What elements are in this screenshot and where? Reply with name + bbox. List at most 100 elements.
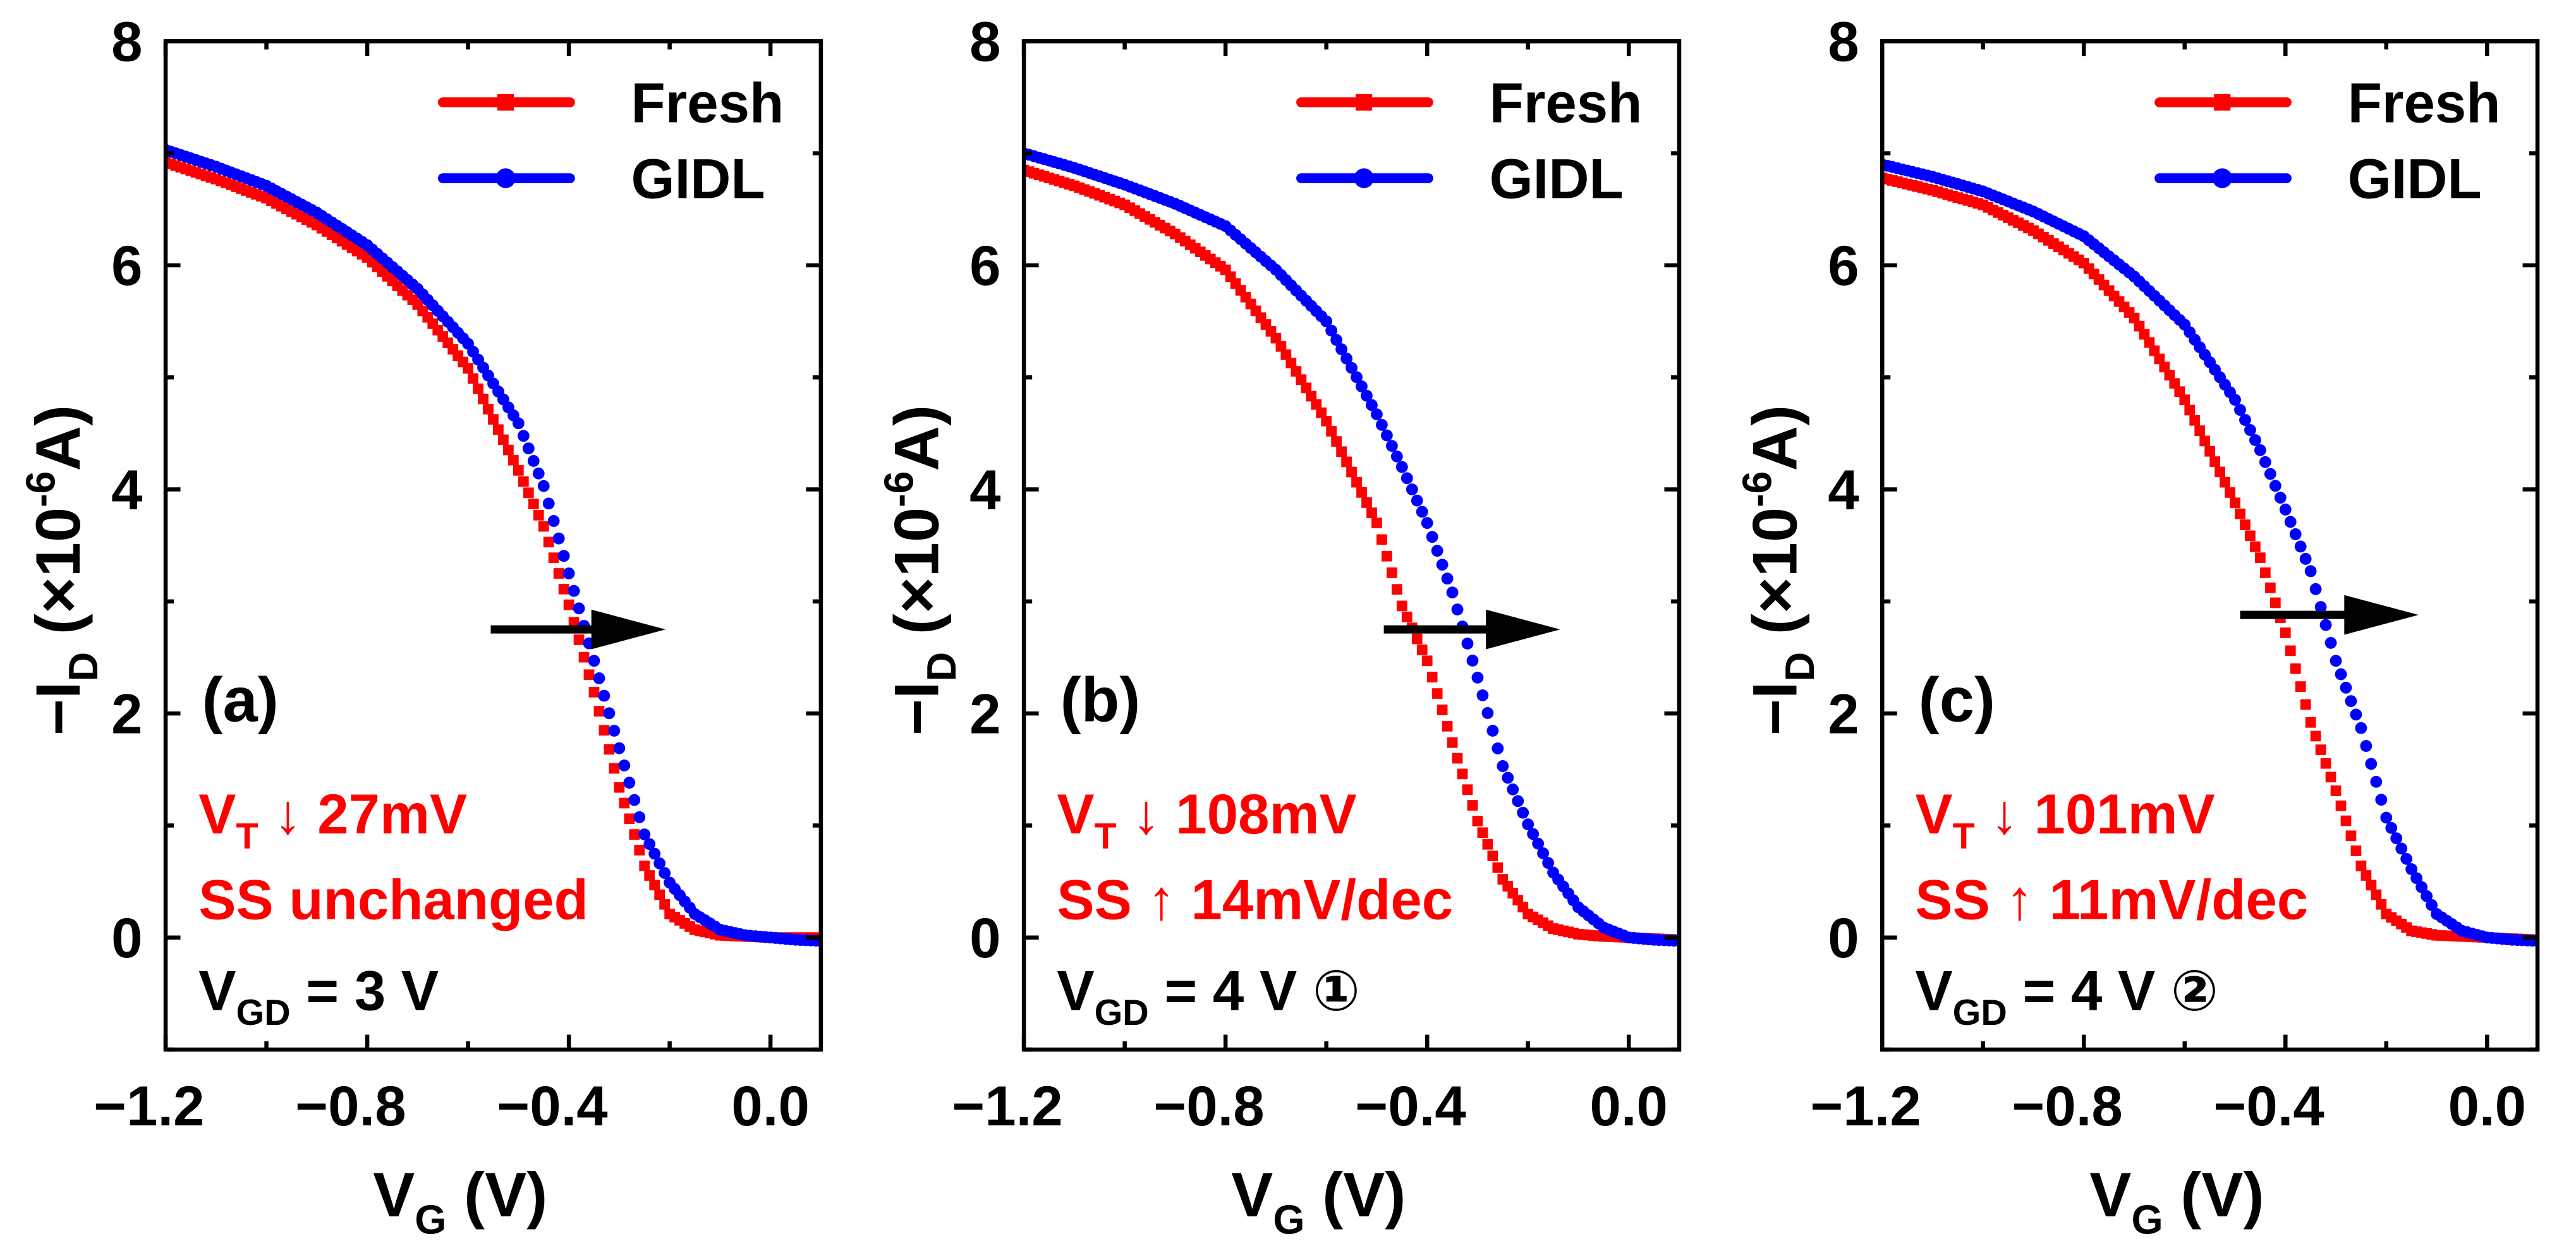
data-point-square <box>1341 456 1352 468</box>
data-point-square <box>1351 476 1362 488</box>
x-tick-label: −1.2 <box>94 1075 204 1137</box>
data-point-circle <box>2426 899 2438 911</box>
data-point-square <box>2235 508 2245 519</box>
data-point-circle <box>1351 371 1363 384</box>
data-point-circle <box>2324 637 2337 649</box>
data-point-square <box>463 363 473 374</box>
data-point-circle <box>1380 429 1393 442</box>
data-point-circle <box>1517 806 1529 819</box>
data-point-square <box>2376 899 2387 910</box>
data-point-circle <box>2370 775 2383 788</box>
data-point-circle <box>2395 842 2408 855</box>
data-point-square <box>644 870 655 881</box>
data-point-square <box>1275 341 1287 352</box>
legend-circle-marker <box>2212 168 2232 188</box>
data-point-square <box>2129 312 2140 324</box>
data-point-circle <box>598 689 611 702</box>
y-tick-label: 6 <box>111 234 142 297</box>
data-point-square <box>2310 730 2321 742</box>
vt-shift-annotation: VT ↓ 108mV <box>1057 783 1356 857</box>
label-part: A) <box>23 405 94 471</box>
vt-value: ↓ 27mV <box>258 783 468 845</box>
data-point-circle <box>623 777 636 789</box>
data-point-circle <box>573 602 585 615</box>
data-point-square <box>518 476 529 487</box>
data-point-circle <box>1390 450 1403 463</box>
label-part: −I <box>23 681 94 736</box>
data-point-square <box>604 744 615 755</box>
x-tick-label: −0.8 <box>1153 1075 1264 1137</box>
data-point-square <box>583 669 595 681</box>
x-axis-title: VG (V) <box>373 1160 547 1241</box>
data-point-square <box>2204 445 2215 457</box>
data-point-circle <box>593 672 605 684</box>
data-point-circle <box>2415 881 2428 893</box>
legend-circle-marker <box>1354 168 1374 188</box>
data-point-square <box>1462 784 1473 796</box>
label-part: G <box>2131 1197 2163 1241</box>
data-point-square <box>1306 390 1317 402</box>
data-point-square <box>1296 374 1307 385</box>
data-point-square <box>2345 830 2357 842</box>
data-point-circle <box>552 532 565 545</box>
vgd-symbol: V <box>1915 959 1952 1022</box>
data-point-square <box>2340 815 2352 826</box>
x-tick-label: 0.0 <box>1590 1075 1668 1137</box>
data-point-circle <box>2385 821 2398 834</box>
series-fresh <box>1882 173 2538 945</box>
y-tick-label: 6 <box>969 234 1000 297</box>
data-point-square <box>2220 476 2230 488</box>
data-point-circle <box>2360 740 2372 752</box>
data-point-square <box>614 782 625 793</box>
y-tick-label: 4 <box>111 459 142 521</box>
y-tick-label: 0 <box>969 907 1000 969</box>
data-point-square <box>1437 705 1448 715</box>
data-point-circle <box>608 725 621 737</box>
y-tick-label: 2 <box>969 682 1000 745</box>
data-point-square <box>2144 337 2155 348</box>
data-point-circle <box>1532 837 1545 850</box>
data-point-square <box>1447 737 1458 748</box>
vt-symbol: V <box>1057 783 1094 845</box>
plot-frame <box>1021 39 1682 1052</box>
data-point-circle <box>1335 343 1348 356</box>
x-tick-label: 0.0 <box>731 1075 809 1137</box>
data-point-square <box>2169 378 2180 389</box>
data-point-square <box>1452 753 1463 764</box>
data-point-circle <box>1436 559 1449 571</box>
data-point-circle <box>522 442 535 455</box>
label-part: A) <box>1740 405 1810 471</box>
data-point-circle <box>1522 818 1534 831</box>
data-point-circle <box>1471 671 1484 684</box>
data-point-circle <box>2284 516 2297 528</box>
data-point-circle <box>1537 847 1550 859</box>
data-point-square <box>2350 845 2362 856</box>
data-point-square <box>2355 860 2367 871</box>
data-point-circle <box>527 455 540 467</box>
data-point-circle <box>2355 722 2367 734</box>
vt-shift-annotation: VT ↓ 101mV <box>1915 783 2215 857</box>
label-part: −I <box>882 681 952 736</box>
ss-annotation: SS ↑ 11mV/dec <box>1915 869 2308 931</box>
x-tick-label: −0.8 <box>295 1075 406 1137</box>
data-point-square <box>1421 655 1433 667</box>
plot-frame <box>163 39 823 1052</box>
data-point-circle <box>653 857 666 869</box>
data-point-circle <box>537 480 550 492</box>
data-point-circle <box>1340 353 1352 365</box>
data-point-square <box>659 899 670 910</box>
data-point-square <box>1371 518 1382 529</box>
series-gidl <box>1024 147 1679 947</box>
data-point-circle <box>2375 794 2388 806</box>
label-part: A) <box>882 405 952 471</box>
data-point-square <box>2320 758 2331 769</box>
data-point-square <box>2179 394 2190 406</box>
data-point-square <box>634 845 645 856</box>
data-point-square <box>1326 426 1337 437</box>
data-point-circle <box>1371 408 1383 421</box>
data-point-square <box>2215 466 2225 478</box>
data-point-square <box>593 706 605 717</box>
label-part: (×10 <box>1740 507 1810 652</box>
